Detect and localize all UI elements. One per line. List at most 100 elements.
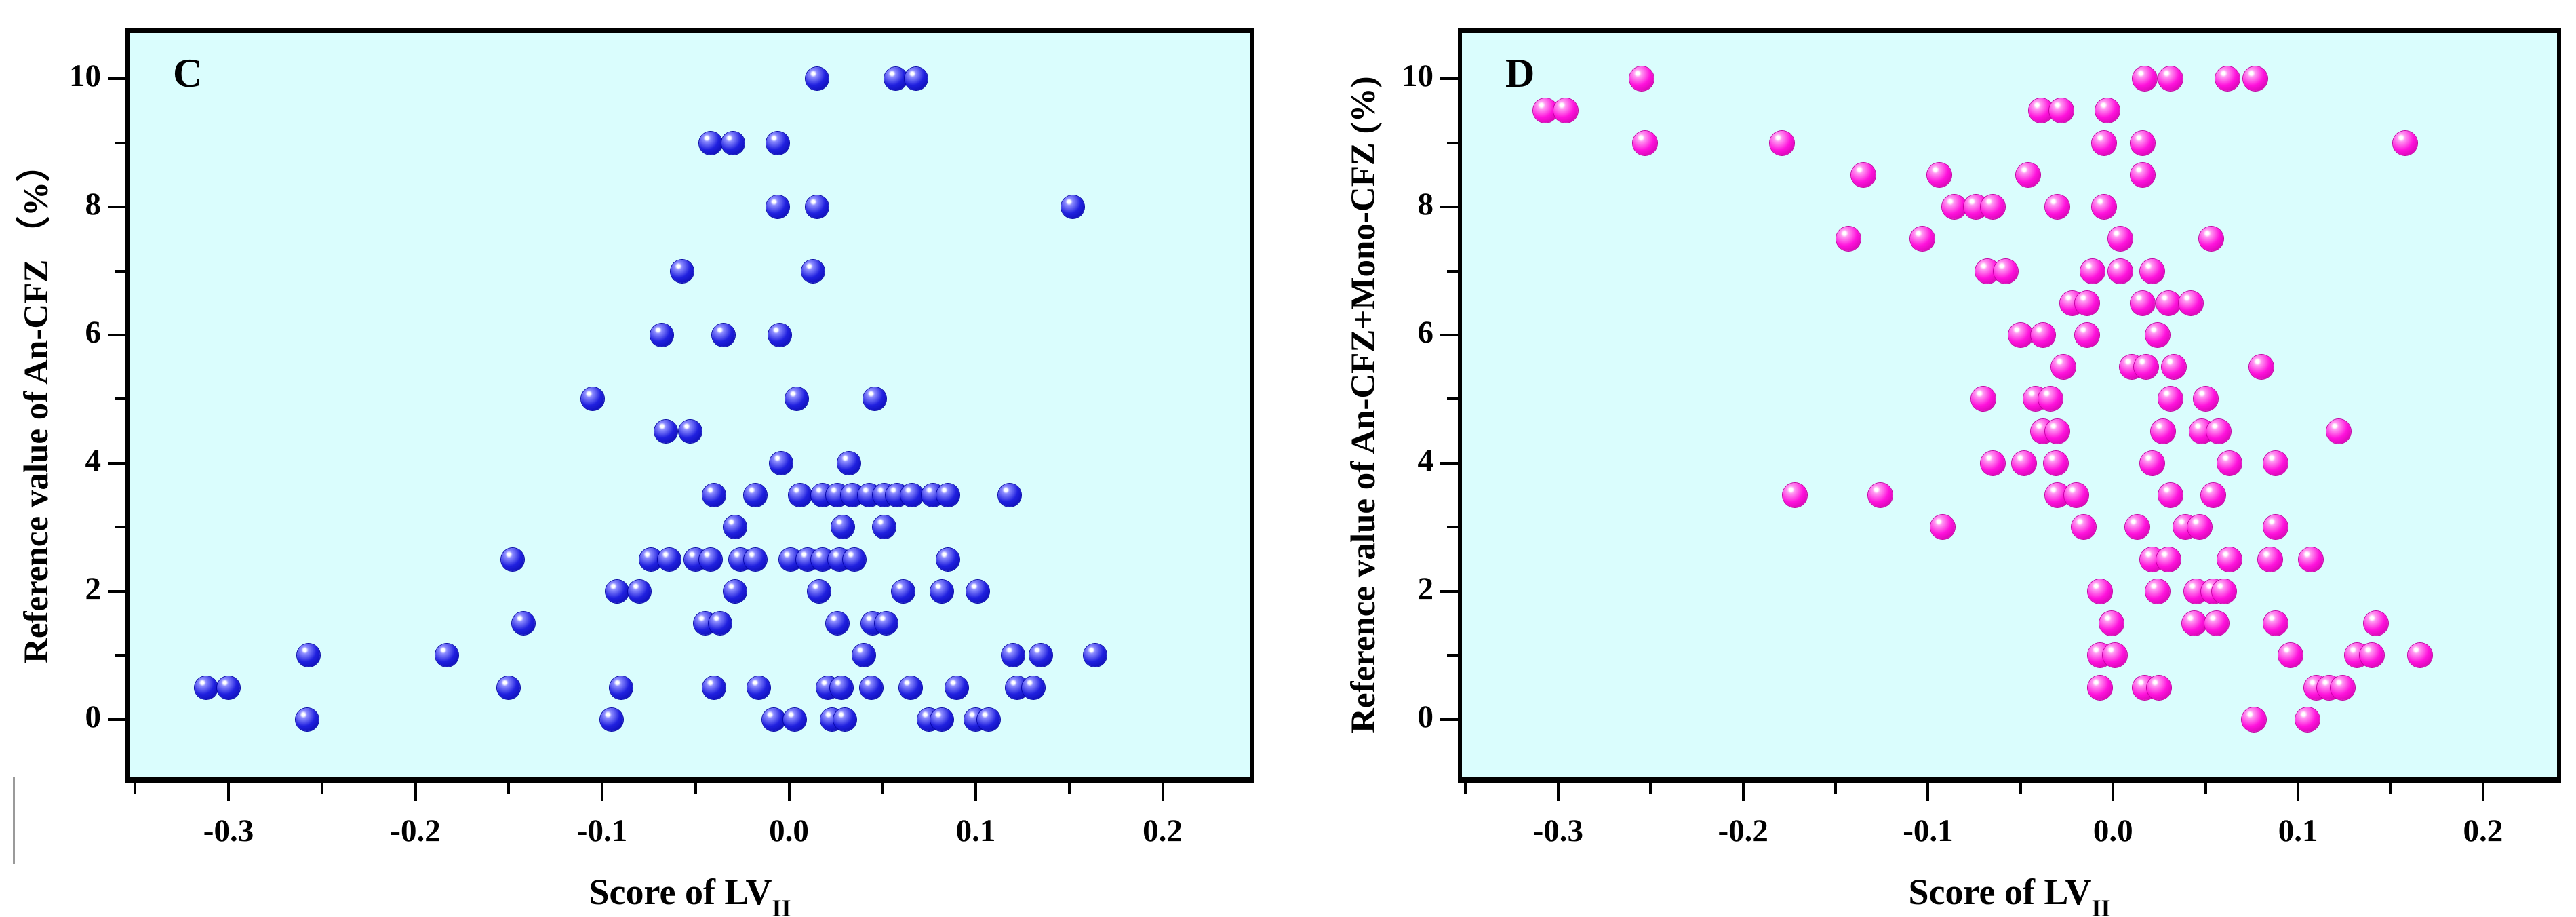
data-point bbox=[762, 707, 786, 731]
data-point bbox=[712, 324, 736, 347]
data-point bbox=[671, 259, 694, 283]
data-point bbox=[2263, 611, 2288, 636]
y-tick-label: 10 bbox=[69, 58, 101, 94]
data-point bbox=[766, 131, 789, 155]
x-minor-tick bbox=[881, 783, 884, 794]
x-tick-label: 0.2 bbox=[1143, 813, 1183, 848]
y-major-tick bbox=[108, 718, 125, 721]
data-point bbox=[2071, 515, 2096, 540]
y-minor-tick bbox=[115, 397, 125, 401]
x-tick-label: -0.3 bbox=[203, 813, 254, 848]
x-major-tick bbox=[2297, 783, 2300, 801]
data-point bbox=[2204, 611, 2230, 636]
data-point bbox=[1532, 98, 1558, 123]
data-point bbox=[2156, 290, 2181, 315]
data-point bbox=[807, 579, 831, 603]
data-point bbox=[723, 515, 747, 539]
data-point bbox=[435, 644, 459, 667]
y-tick-label: 2 bbox=[1417, 570, 1434, 606]
data-point bbox=[1769, 130, 1794, 155]
data-point bbox=[831, 515, 855, 539]
data-point bbox=[2130, 162, 2155, 187]
data-point bbox=[2299, 547, 2324, 572]
data-point bbox=[2360, 643, 2385, 668]
data-point bbox=[2130, 290, 2155, 315]
x-major-tick bbox=[787, 783, 791, 801]
x-major-tick bbox=[601, 783, 603, 801]
y-tick-label: 0 bbox=[1417, 699, 1434, 735]
data-point bbox=[801, 259, 825, 283]
data-point bbox=[1926, 162, 1951, 187]
data-point bbox=[2182, 611, 2207, 636]
data-point bbox=[2158, 387, 2183, 412]
x-major-tick bbox=[1556, 783, 1560, 801]
data-point bbox=[1061, 195, 1085, 219]
data-point bbox=[628, 579, 652, 603]
x-tick-label: 0.1 bbox=[2278, 813, 2318, 848]
data-point bbox=[1836, 227, 1861, 252]
data-point bbox=[1994, 258, 2019, 284]
data-point bbox=[904, 67, 928, 91]
data-point bbox=[766, 195, 789, 219]
x-minor-tick bbox=[134, 783, 137, 794]
data-point bbox=[2102, 643, 2127, 668]
data-point bbox=[829, 676, 853, 699]
data-point bbox=[2080, 258, 2105, 284]
data-point bbox=[837, 451, 860, 475]
data-point bbox=[1980, 195, 2005, 220]
data-point bbox=[2012, 450, 2037, 475]
data-point bbox=[2263, 450, 2288, 475]
data-point bbox=[2215, 66, 2240, 92]
plot-area-d: D Reference value of An-CFZ+Mono-CFZ (%)… bbox=[1345, 28, 2561, 917]
x-major-tick bbox=[2481, 783, 2484, 801]
data-point bbox=[936, 484, 959, 507]
data-point bbox=[2050, 355, 2076, 380]
data-point bbox=[698, 547, 722, 571]
data-point bbox=[2045, 195, 2070, 220]
x-major-tick bbox=[2112, 783, 2115, 801]
data-point bbox=[702, 676, 726, 699]
data-point bbox=[782, 707, 806, 731]
data-point bbox=[217, 676, 240, 699]
data-point bbox=[2150, 418, 2175, 444]
x-major-tick bbox=[974, 783, 977, 801]
data-point bbox=[2200, 483, 2225, 508]
y-minor-tick bbox=[1447, 269, 1458, 273]
x-tick-label: -0.3 bbox=[1532, 813, 1584, 848]
data-point bbox=[2038, 387, 2063, 412]
data-point bbox=[606, 579, 629, 603]
data-point bbox=[842, 547, 866, 571]
y-major-tick bbox=[108, 206, 125, 209]
y-minor-tick bbox=[115, 526, 125, 529]
data-point bbox=[2217, 547, 2242, 572]
data-point bbox=[1980, 450, 2005, 475]
plot-area-c: C Reference value of An-CFZ （%） Score of… bbox=[18, 28, 1254, 917]
x-minor-tick bbox=[2019, 783, 2022, 794]
data-point bbox=[2147, 675, 2172, 700]
data-point bbox=[2217, 450, 2242, 475]
data-point bbox=[2330, 675, 2355, 700]
data-point bbox=[2063, 483, 2088, 508]
data-point bbox=[863, 387, 887, 411]
panel-label-d: D bbox=[1505, 51, 1535, 96]
x-minor-tick bbox=[1464, 783, 1467, 794]
data-point bbox=[2134, 355, 2159, 380]
data-point bbox=[884, 67, 907, 91]
y-minor-tick bbox=[1447, 526, 1458, 529]
data-point bbox=[743, 547, 767, 571]
y-tick-label: 0 bbox=[85, 699, 102, 735]
data-point bbox=[977, 707, 1001, 731]
data-point bbox=[1910, 227, 1935, 252]
data-point bbox=[2193, 387, 2218, 412]
data-point bbox=[747, 676, 771, 699]
data-point bbox=[1084, 644, 1107, 667]
data-point bbox=[2088, 675, 2113, 700]
data-point bbox=[930, 579, 954, 603]
x-tick-label: 0.0 bbox=[769, 813, 809, 848]
data-point bbox=[2158, 483, 2183, 508]
data-point bbox=[1941, 195, 1966, 220]
x-major-tick bbox=[414, 783, 417, 801]
y-major-tick bbox=[108, 461, 125, 465]
